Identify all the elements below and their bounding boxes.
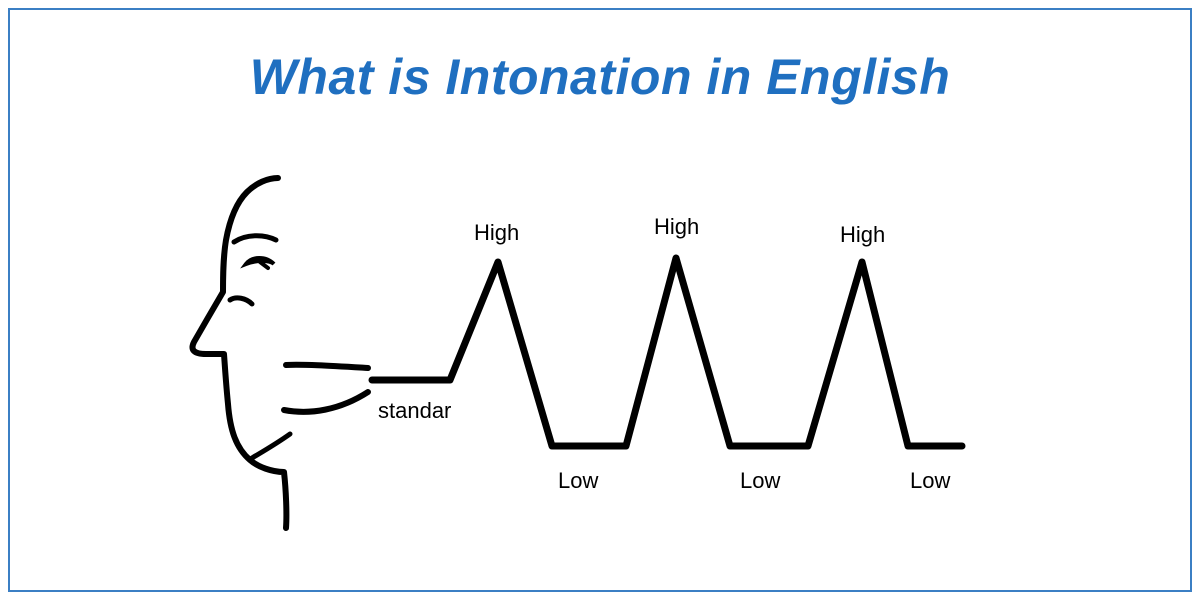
label-low-3: Low [910, 468, 950, 494]
label-low-1: Low [558, 468, 598, 494]
diagram-svg [160, 170, 1040, 550]
intonation-diagram: standar High High High Low Low Low [160, 170, 1040, 550]
chin-line [252, 434, 290, 458]
label-low-2: Low [740, 468, 780, 494]
label-high-2: High [654, 214, 699, 240]
upper-lip [286, 365, 368, 368]
eyebrow [234, 236, 276, 242]
face-outline [193, 178, 287, 528]
intonation-wave [372, 258, 962, 446]
label-standar: standar [378, 398, 451, 424]
lower-lip [284, 392, 368, 412]
eye-icon [246, 258, 274, 268]
label-high-3: High [840, 222, 885, 248]
label-high-1: High [474, 220, 519, 246]
page-title: What is Intonation in English [0, 48, 1200, 106]
nose [230, 298, 252, 304]
